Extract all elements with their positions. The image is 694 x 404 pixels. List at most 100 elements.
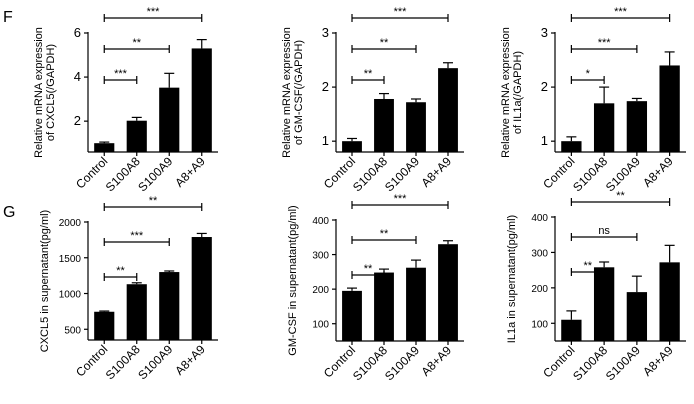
y-tick-label: 1000: [59, 290, 82, 301]
bar: [626, 292, 648, 341]
sig-label: ***: [394, 6, 408, 18]
sig-label: ***: [598, 37, 612, 49]
bar: [94, 311, 115, 340]
sig-label: **: [380, 37, 389, 49]
y-tick-label: 500: [64, 325, 81, 336]
bar: [374, 98, 394, 152]
y-axis-label: of IL1a(/GAPDH): [512, 51, 524, 134]
y-axis-label: of CXCL5(/GAPDH): [45, 44, 57, 141]
x-tick-label: A8+A9: [172, 342, 208, 378]
y-tick-label: 2: [541, 79, 548, 94]
x-tick-label: A8+A9: [419, 154, 455, 190]
x-tick-label: S100A8: [350, 343, 390, 383]
y-axis-label: of GM-CSF(/GAPDH): [293, 40, 305, 145]
y-tick-label: 400: [531, 213, 548, 224]
y-axis-label: Relative mRNA expression: [500, 27, 512, 158]
y-tick-label: 2: [74, 113, 81, 128]
bar: [342, 141, 362, 152]
sig-label: ***: [614, 6, 628, 18]
bar: [659, 65, 680, 152]
y-tick-label: 100: [312, 320, 329, 331]
panel-letter-g: G: [3, 204, 15, 221]
x-tick-label: A8+A9: [172, 154, 208, 190]
x-tick-label: S100A8: [570, 154, 610, 194]
bar: [438, 244, 458, 341]
y-tick-label: 200: [312, 285, 329, 296]
x-tick-label: S100A9: [382, 154, 422, 194]
bar: [191, 237, 212, 340]
bar: [593, 267, 615, 341]
bar: [374, 272, 394, 341]
x-tick-label: S100A9: [603, 154, 643, 194]
y-tick-label: 3: [322, 25, 329, 40]
y-axis-label: CXCL5 in supernatant(pg/ml): [39, 210, 51, 352]
y-tick-label: 2000: [59, 218, 82, 229]
sig-label: ***: [394, 193, 408, 205]
y-tick-label: 3: [541, 25, 548, 40]
sig-label: *: [586, 68, 591, 80]
sig-label: **: [380, 228, 389, 240]
bar: [191, 48, 212, 152]
y-tick-label: 100: [531, 319, 548, 330]
sig-label: **: [364, 263, 373, 275]
bar: [406, 102, 426, 152]
sig-label: ***: [114, 68, 128, 80]
y-tick-label: 4: [74, 69, 81, 84]
sig-label: ***: [130, 230, 144, 242]
bar: [126, 120, 147, 152]
x-tick-label: S100A8: [570, 343, 610, 383]
y-axis-label: Relative mRNA expression: [281, 27, 293, 158]
y-tick-label: 6: [74, 25, 81, 40]
y-tick-label: 1: [541, 133, 548, 148]
sig-label: **: [583, 260, 592, 272]
sig-label: ns: [598, 225, 610, 237]
chart-3: 500 1000 1500 2000 CXCL5 in supernatant(pg/m…: [39, 195, 218, 382]
y-tick-label: 300: [531, 248, 548, 259]
bar: [126, 284, 147, 340]
bar: [94, 143, 115, 152]
x-tick-label: S100A9: [135, 154, 175, 194]
chart-0: 2 4 6 Relative mRNA expression of CXCL5(/GAP…: [33, 6, 218, 194]
y-tick-label: 300: [312, 251, 329, 262]
bar: [593, 103, 615, 152]
x-tick-label: A8+A9: [419, 343, 455, 379]
sig-label: **: [616, 190, 625, 202]
y-axis-label: GM-CSF in supernatant(pg/ml): [287, 205, 299, 355]
sig-label: ***: [147, 6, 161, 18]
bar: [159, 87, 180, 152]
x-tick-label: S100A9: [135, 342, 175, 382]
bar: [342, 290, 362, 341]
y-tick-label: 1: [322, 133, 329, 148]
sig-label: **: [364, 68, 373, 80]
x-tick-label: S100A8: [103, 154, 143, 194]
chart-2: 1 2 3 Relative mRNA expression of IL1a(/GAPD…: [500, 6, 686, 194]
x-tick-label: A8+A9: [640, 343, 676, 379]
x-tick-label: S100A9: [603, 343, 643, 383]
x-tick-label: S100A8: [350, 154, 390, 194]
y-tick-label: 2: [322, 79, 329, 94]
sig-label: **: [149, 195, 158, 207]
sig-label: **: [132, 37, 141, 49]
x-tick-label: S100A9: [382, 343, 422, 383]
y-tick-label: 200: [531, 284, 548, 295]
bar: [159, 272, 180, 340]
bar: [561, 319, 582, 341]
bar: [626, 101, 648, 152]
y-axis-label: Relative mRNA expression: [33, 27, 45, 158]
panel-letter-f: F: [3, 9, 13, 26]
bar: [438, 68, 458, 152]
bar: [659, 262, 680, 341]
y-tick-label: 400: [312, 216, 329, 227]
bar: [561, 141, 582, 152]
sig-label: **: [116, 265, 125, 277]
chart-4: 100 200 300 400 GM-CSF in supernatant(pg/ml)…: [287, 193, 464, 383]
bar: [406, 267, 426, 341]
y-axis-label: IL1a in supernatant(pg/ml): [506, 215, 518, 343]
y-tick-label: 1500: [59, 254, 82, 265]
x-tick-label: S100A8: [103, 342, 143, 382]
chart-1: 1 2 3 Relative mRNA expression of GM-CSF(/GA…: [281, 6, 464, 194]
